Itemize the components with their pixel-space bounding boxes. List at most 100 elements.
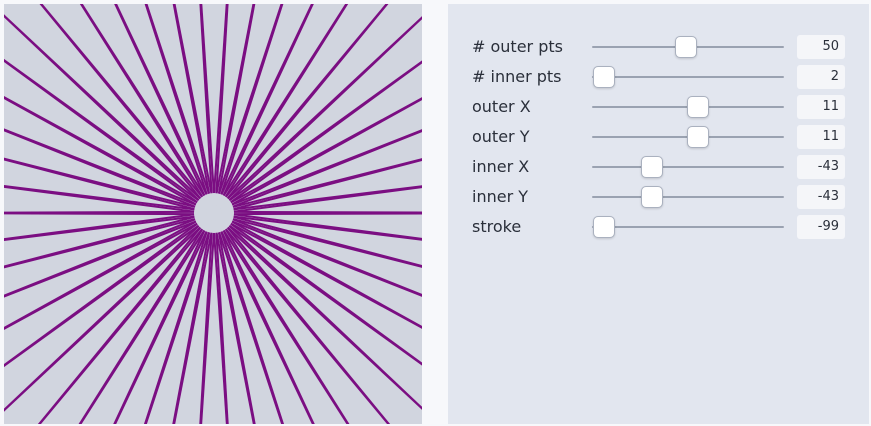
starburst-line <box>215 232 229 424</box>
starburst-art <box>4 4 422 424</box>
starburst-line <box>232 129 422 208</box>
starburst-line <box>220 231 315 424</box>
center-dot <box>206 205 222 221</box>
starburst-line <box>4 224 200 368</box>
outer-y-value[interactable]: 11 <box>797 125 845 149</box>
starburst-line <box>38 228 203 424</box>
controls-panel: # outer pts 50 # inner pts 2 outer X 11 … <box>448 4 869 424</box>
starburst-line <box>4 220 197 330</box>
starburst-line <box>79 229 206 424</box>
starburst-line <box>4 129 196 208</box>
starburst-line <box>224 4 349 198</box>
starburst-line <box>218 232 284 424</box>
slider-thumb[interactable] <box>592 66 615 88</box>
starburst-line <box>220 231 285 424</box>
starburst-line <box>225 228 390 424</box>
starburst-line <box>215 4 255 194</box>
starburst-line <box>232 158 422 208</box>
starburst-line <box>199 4 213 194</box>
starburst-line <box>231 220 422 329</box>
starburst-line <box>230 60 422 203</box>
control-label: inner X <box>472 157 530 176</box>
starburst-line <box>200 4 215 194</box>
starburst-line <box>232 218 422 268</box>
slider-thumb[interactable] <box>640 156 663 178</box>
starburst-line <box>40 4 203 198</box>
starburst-line <box>114 4 206 196</box>
control-label: inner Y <box>472 187 529 206</box>
starburst-line <box>4 185 195 213</box>
stroke-value[interactable]: -99 <box>797 215 845 239</box>
inner-y-value[interactable]: -43 <box>797 185 845 209</box>
starburst-line <box>232 218 422 297</box>
drawing-canvas <box>4 4 422 424</box>
slider-thumb[interactable] <box>640 186 663 208</box>
inner-y-slider[interactable] <box>592 186 784 208</box>
starburst-line <box>233 215 422 268</box>
starburst-line <box>4 223 198 367</box>
starburst-line <box>220 4 284 195</box>
starburst-line <box>218 4 283 194</box>
starburst-line <box>4 218 196 297</box>
starburst-line <box>226 227 391 424</box>
starburst-line <box>4 96 198 204</box>
starburst-line <box>228 60 422 202</box>
starburst-line <box>200 232 215 424</box>
starburst-line <box>173 232 213 424</box>
starburst-line <box>233 185 422 211</box>
control-inner-pts: # inner pts 2 <box>448 62 869 92</box>
starburst-line <box>199 232 213 424</box>
starburst-line <box>4 222 198 330</box>
starburst-line <box>4 128 197 206</box>
starburst-line <box>224 228 350 424</box>
starburst-line <box>231 220 422 297</box>
slider-thumb[interactable] <box>686 126 709 148</box>
control-outer-x: outer X 11 <box>448 92 869 122</box>
inner-pts-slider[interactable] <box>592 66 784 88</box>
starburst-line <box>222 229 349 424</box>
outer-y-slider[interactable] <box>592 126 784 148</box>
starburst-line <box>233 215 422 241</box>
outer-x-slider[interactable] <box>592 96 784 118</box>
slider-thumb[interactable] <box>686 96 709 118</box>
inner-x-slider[interactable] <box>592 156 784 178</box>
inner-pts-value[interactable]: 2 <box>797 65 845 89</box>
control-label: # inner pts <box>472 67 562 86</box>
inner-x-value[interactable]: -43 <box>797 155 845 179</box>
starburst-line <box>78 228 204 424</box>
starburst-line <box>213 4 228 194</box>
stroke-slider[interactable] <box>592 216 784 238</box>
starburst-line <box>230 97 422 204</box>
starburst-line <box>231 97 422 206</box>
control-stroke: stroke -99 <box>448 212 869 242</box>
starburst-line <box>233 158 422 211</box>
starburst-line <box>4 213 195 241</box>
starburst-line <box>228 224 422 366</box>
starburst-line <box>233 210 422 214</box>
starburst-line <box>233 186 422 213</box>
outer-pts-slider[interactable] <box>592 36 784 58</box>
starburst-line <box>213 232 228 424</box>
starburst-line <box>222 4 314 196</box>
slider-thumb[interactable] <box>675 36 698 58</box>
starburst-line <box>144 232 210 424</box>
starburst-line <box>113 231 208 424</box>
starburst-line <box>114 4 208 195</box>
starburst-line <box>173 4 213 194</box>
starburst-line <box>233 213 422 240</box>
starburst-line <box>4 96 197 206</box>
outer-pts-value[interactable]: 50 <box>797 35 845 59</box>
starburst-line <box>37 227 202 424</box>
starburst-line <box>220 4 314 195</box>
starburst-line <box>4 59 198 203</box>
starburst-line <box>222 230 315 424</box>
starburst-line <box>222 4 348 197</box>
starburst-line <box>172 232 211 424</box>
starburst-line <box>39 4 202 199</box>
starburst-line <box>4 215 195 268</box>
outer-x-value[interactable]: 11 <box>797 95 845 119</box>
slider-thumb[interactable] <box>592 216 615 238</box>
starburst-line <box>225 4 388 198</box>
starburst-line <box>144 4 208 195</box>
starburst-line <box>80 4 206 197</box>
